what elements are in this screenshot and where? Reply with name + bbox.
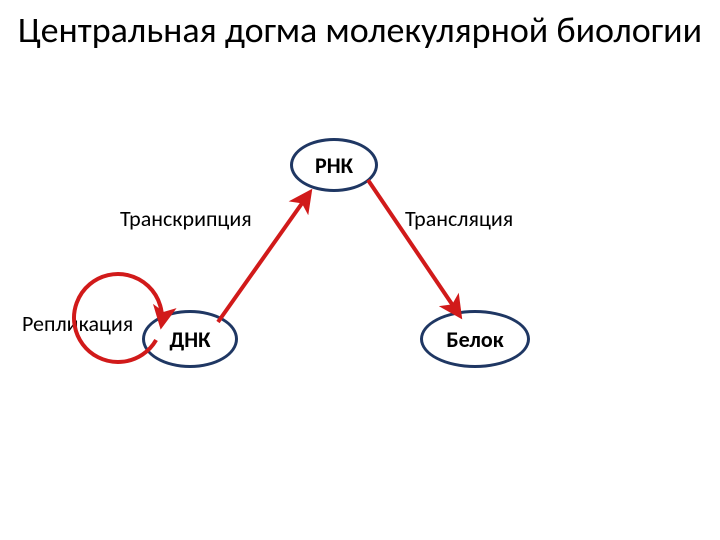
node-dnk-label: ДНК: [169, 326, 210, 353]
arrows-layer: [0, 0, 720, 540]
arrow-translation: [368, 180, 460, 316]
node-belok: Белок: [420, 310, 530, 368]
node-rnk: РНК: [290, 138, 378, 192]
label-replication: Репликация: [22, 310, 133, 337]
slide: Центральная догма молекулярной биологии …: [0, 0, 720, 540]
node-belok-label: Белок: [446, 326, 503, 353]
node-dnk: ДНК: [142, 310, 238, 368]
label-translation: Трансляция: [405, 205, 513, 232]
node-rnk-label: РНК: [315, 152, 353, 179]
slide-title: Центральная догма молекулярной биологии: [0, 10, 720, 51]
label-transcription: Транскрипция: [120, 205, 252, 232]
